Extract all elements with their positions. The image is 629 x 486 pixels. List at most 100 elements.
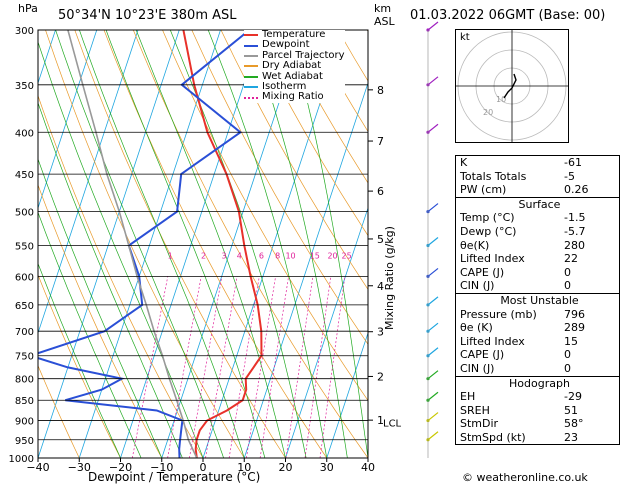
mixing-ratio-label: 6: [259, 251, 264, 260]
index-value: -1.5: [564, 211, 586, 225]
index-label: θe (K): [460, 321, 493, 335]
index-value: 796: [564, 307, 585, 321]
index-row: Temp (°C) -1.5: [460, 211, 619, 225]
index-label: Lifted Index: [460, 252, 525, 266]
location-title: 50°34'N 10°23'E 380m ASL: [58, 8, 237, 23]
index-row: Lifted Index 15: [460, 335, 619, 349]
pressure-tick-label: 600: [15, 272, 34, 283]
x-tick-label: 30: [320, 461, 334, 474]
index-row: Pressure (mb) 796: [460, 308, 619, 322]
mixing-ratio-label: 10: [285, 251, 295, 260]
lcl-label: LCL: [383, 419, 402, 430]
legend-swatch: [244, 86, 258, 89]
x-tick-label: −30: [68, 461, 91, 474]
index-label: PW (cm): [460, 183, 507, 197]
legend-entry: Mixing Ratio: [244, 92, 345, 102]
wind-barb: [427, 347, 439, 357]
wind-barb: [427, 322, 439, 332]
mixing-ratio-line: [259, 276, 289, 458]
index-value: 23: [564, 430, 578, 444]
x-axis-label: Dewpoint / Temperature (°C): [88, 470, 261, 484]
mixing-ratio-label: 2: [201, 251, 206, 260]
wind-barb: [427, 370, 439, 380]
index-label: CIN (J): [460, 279, 495, 293]
wind-barb: [427, 76, 439, 86]
index-value: 0: [564, 279, 571, 293]
index-row: PW (cm) 0.26: [460, 183, 619, 197]
legend-swatch: [244, 44, 258, 47]
asl-label: ASL: [374, 15, 395, 28]
pressure-tick-label: 500: [15, 208, 34, 219]
pressure-tick-label: 450: [15, 170, 34, 181]
legend-entry: Wet Adiabat: [244, 71, 345, 82]
wet-adiabat-line: [38, 101, 183, 458]
dry-adiabat-line: [38, 364, 80, 458]
mixing-ratio-line: [304, 276, 332, 458]
mixing-ratio-label: 4: [237, 251, 242, 260]
index-value: 289: [564, 321, 585, 335]
isotherm-line: [120, 30, 263, 458]
index-row: StmDir 58°: [460, 417, 619, 431]
pressure-tick-label: 300: [15, 26, 34, 37]
pressure-tick-label: 700: [15, 327, 34, 338]
legend-entry: Parcel Trajectory: [244, 50, 345, 61]
pressure-tick-label: 650: [15, 301, 34, 312]
x-tick-label: −10: [150, 461, 173, 474]
x-tick-label: 40: [361, 461, 375, 474]
index-row: SREH 51: [460, 404, 619, 418]
km-tick-label: 5: [377, 233, 384, 246]
pressure-tick-label: 850: [15, 396, 34, 407]
pressure-tick-label: 400: [15, 128, 34, 139]
hodograph-box: Hodograph EH -29 SREH 51 StmDir 58° StmSpd (kt)…: [455, 375, 620, 446]
wind-barb: [427, 267, 439, 277]
index-row: CAPE (J) 0: [460, 266, 619, 280]
index-value: 51: [564, 403, 578, 417]
km-label: km: [374, 2, 392, 15]
index-value: 15: [564, 334, 578, 348]
isotherm-line: [38, 30, 139, 335]
mixing-ratio-line: [285, 276, 314, 458]
mixing-ratio-label: 25: [342, 251, 352, 260]
index-value: 280: [564, 238, 585, 252]
wind-barb: [427, 391, 439, 401]
isotherm-line: [243, 81, 368, 458]
isotherm-line: [38, 30, 98, 210]
hpa-label: hPa: [18, 2, 38, 15]
mixing-ratio-line: [189, 276, 223, 458]
legend-entry: Isotherm: [244, 81, 345, 92]
index-row: Lifted Index 22: [460, 252, 619, 266]
index-label: StmSpd (kt): [460, 430, 526, 444]
mixing-ratio-line: [228, 276, 260, 458]
km-tick-label: 6: [377, 185, 384, 198]
index-label: K: [460, 156, 468, 169]
index-row: CAPE (J) 0: [460, 348, 619, 362]
index-row: CIN (J) 0: [460, 279, 619, 293]
index-label: Lifted Index: [460, 334, 525, 348]
dry-adiabat-line: [220, 30, 368, 291]
index-value: 0: [564, 361, 571, 375]
index-value: 22: [564, 252, 578, 266]
indices-panel: K -61 Totals Totals -5 PW (cm) 0.26 Surface Tem…: [455, 155, 620, 446]
wind-barb: [427, 123, 439, 133]
wind-barb: [427, 237, 439, 246]
legend-swatch: [244, 75, 258, 78]
hodograph-unit-label: kt: [460, 32, 470, 43]
legend-swatch: [244, 65, 258, 68]
km-tick-label: 1: [377, 414, 384, 427]
isotherm-line: [78, 30, 221, 458]
mixing-ratio-line: [246, 276, 276, 458]
legend-label: Mixing Ratio: [262, 91, 324, 103]
indices-summary-box: K -61 Totals Totals -5 PW (cm) 0.26: [455, 155, 620, 198]
legend-entry: Dewpoint: [244, 39, 345, 50]
mixing-ratio-line: [319, 276, 346, 458]
index-label: CAPE (J): [460, 265, 505, 279]
index-value: 0: [564, 265, 571, 279]
index-value: -29: [564, 390, 582, 404]
pressure-tick-label: 800: [15, 375, 34, 386]
mixing-ratio-label: 20: [327, 251, 337, 260]
index-value: 0.26: [564, 183, 589, 197]
legend-entry: Dry Adiabat: [244, 60, 345, 71]
index-label: θe(K): [460, 238, 490, 252]
x-tick-label: −40: [26, 461, 49, 474]
